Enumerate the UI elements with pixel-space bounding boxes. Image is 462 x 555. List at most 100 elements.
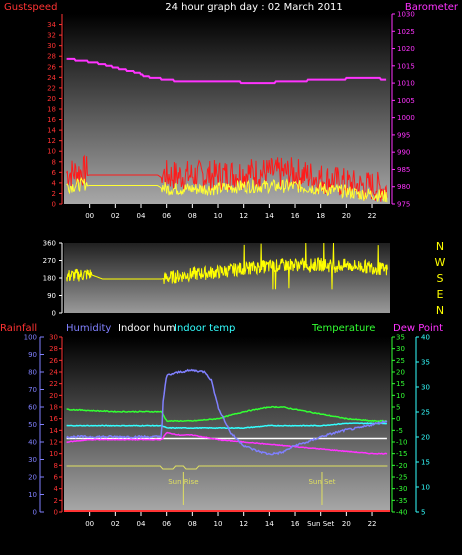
chart1-left-tick-label: 0 [52, 201, 56, 209]
chart1-right-tick-label: 1020 [397, 45, 415, 53]
rainfall-tick-label: 28 [49, 345, 58, 353]
temperature-tick-label: -10 [396, 439, 407, 447]
chart1-x-tick-label: 20 [342, 212, 351, 220]
rainfall-tick-label: 12 [49, 439, 58, 447]
chart2-tick-label: 0 [52, 310, 56, 318]
chart1-right-tick-label: 990 [397, 149, 410, 157]
chart1-left-tick-label: 24 [47, 74, 56, 82]
dewpoint-tick-label: 25 [421, 409, 430, 417]
chart1-left-tick-label: 14 [47, 127, 56, 135]
chart3-x-tick-label: 02 [111, 520, 120, 528]
rainfall-tick-label: 30 [49, 334, 58, 342]
windspeed-series [66, 176, 388, 203]
compass-label: S [437, 272, 444, 285]
legend-humidity: Humidity [66, 323, 111, 334]
humidity-tick-label: 70 [28, 386, 37, 394]
rainfall-tick-label: 0 [54, 509, 58, 517]
chart1-left-tick-label: 34 [47, 21, 56, 29]
chart1-x-tick-label: 08 [188, 212, 197, 220]
chart3-x-tick-label: 16 [291, 520, 300, 528]
chart1-left-tick-label: 32 [47, 32, 56, 40]
dewpoint-tick-label: 15 [421, 459, 430, 467]
chart1-x-tick-label: 00 [85, 212, 94, 220]
humidity-tick-label: 30 [28, 456, 37, 464]
humidity-tick-label: 80 [28, 369, 37, 377]
temperature-tick-label: 5 [396, 404, 400, 412]
temperature-tick-label: 15 [396, 380, 405, 388]
chart1-left-tick-label: 30 [47, 42, 56, 50]
temperature-tick-label: -5 [396, 427, 403, 435]
chart1-right-tick-label: 1005 [397, 97, 415, 105]
temperature-tick-label: -25 [396, 474, 407, 482]
rainfall-tick-label: 22 [49, 380, 58, 388]
chart1-left-tick-label: 26 [47, 63, 56, 71]
dewpoint-tick-label: 35 [421, 359, 430, 367]
chart1-x-tick-label: 14 [265, 212, 274, 220]
rainfall-tick-label: 10 [49, 450, 58, 458]
temperature-tick-label: 0 [396, 415, 400, 423]
chart1-left-tick-label: 8 [52, 158, 56, 166]
rainfall-tick-label: 16 [49, 415, 58, 423]
sun-elevation-series [66, 465, 388, 470]
chart1-right-tick-label: 985 [397, 166, 410, 174]
chart1-x-tick-label: 04 [137, 212, 146, 220]
chart1-right-tick-label: 995 [397, 131, 410, 139]
compass-label: N [436, 304, 444, 317]
compass-label: E [437, 288, 444, 301]
temperature-tick-label: -30 [396, 485, 407, 493]
compass-label: W [435, 256, 446, 269]
chart1-left-tick-label: 2 [52, 190, 56, 198]
dewpoint-tick-label: 5 [421, 509, 425, 517]
chart3-x-tick-label: 20 [342, 520, 351, 528]
humidity-tick-label: 20 [28, 474, 37, 482]
temperature-tick-label: -35 [396, 497, 407, 505]
legend-temperature: Temperature [311, 323, 375, 334]
chart-title: 24 hour graph day : 02 March 2011 [165, 2, 343, 13]
dewpoint-tick-label: 10 [421, 484, 430, 492]
chart2-plot-area [64, 243, 390, 313]
chart2-tick-label: 270 [43, 257, 56, 265]
chart1-x-tick-label: 18 [316, 212, 325, 220]
chart1-left-tick-label: 12 [47, 137, 56, 145]
chart2-tick-label: 180 [43, 275, 56, 283]
chart1-x-tick-label: 06 [162, 212, 171, 220]
rainfall-tick-label: 2 [54, 497, 58, 505]
chart1-right-tick-label: 1015 [397, 62, 415, 70]
rainfall-tick-label: 20 [49, 392, 58, 400]
chart2-tick-label: 360 [43, 240, 56, 248]
chart1-x-tick-label: 22 [368, 212, 377, 220]
humidity-tick-label: 50 [28, 421, 37, 429]
chart1-right-tick-label: 975 [397, 201, 410, 209]
chart1-left-tick-label: 16 [47, 116, 56, 124]
chart2-tick-label: 90 [47, 292, 56, 300]
rainfall-tick-label: 4 [54, 485, 59, 493]
rainfall-tick-label: 18 [49, 404, 58, 412]
temperature-tick-label: 25 [396, 357, 405, 365]
chart1-left-tick-label: 4 [52, 179, 57, 187]
rainfall-tick-label: 8 [54, 462, 58, 470]
chart1-x-tick-label: 10 [214, 212, 223, 220]
barometer-series [66, 57, 387, 85]
humidity-series [66, 368, 388, 456]
chart1-right-tick-label: 1030 [397, 11, 415, 19]
dewpoint-tick-label: 40 [421, 334, 430, 342]
chart3-x-tick-label: 12 [239, 520, 248, 528]
dewpoint-tick-label: 20 [421, 434, 430, 442]
humidity-tick-label: 90 [28, 351, 37, 359]
legend-indoor-hum: Indoor hum [118, 323, 176, 334]
chart1-left-tick-label: 28 [47, 53, 56, 61]
gustspeed-axis-title: Gustspeed [4, 2, 57, 13]
temperature-series [66, 405, 387, 423]
chart3-x-tick-label: 14 [265, 520, 274, 528]
temperature-tick-label: -15 [396, 450, 407, 458]
humidity-tick-label: 10 [28, 491, 37, 499]
chart3-x-tick-label: 04 [137, 520, 146, 528]
sunrise-label: Sun Rise [168, 478, 198, 486]
chart1-right-tick-label: 1010 [397, 80, 415, 88]
dewpoint-tick-label: 30 [421, 384, 430, 392]
humidity-tick-label: 100 [24, 334, 37, 342]
temperature-tick-label: 10 [396, 392, 405, 400]
rainfall-tick-label: 14 [49, 427, 58, 435]
chart3-x-tick-label: 10 [214, 520, 223, 528]
